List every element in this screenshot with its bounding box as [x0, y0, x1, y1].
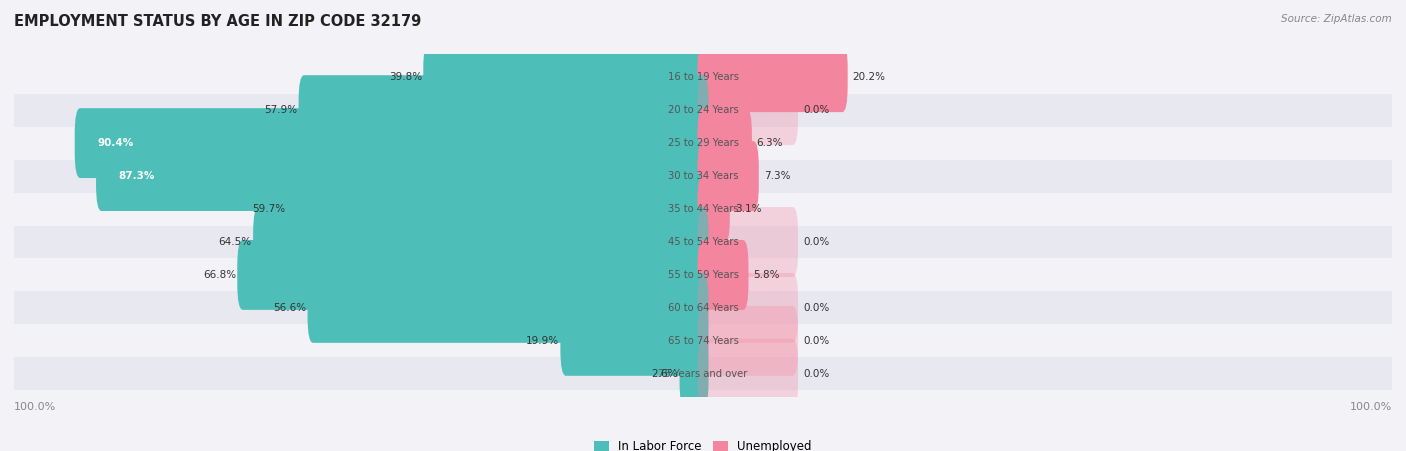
Text: 25 to 29 Years: 25 to 29 Years [668, 138, 738, 148]
Text: 55 to 59 Years: 55 to 59 Years [668, 270, 738, 280]
Text: 16 to 19 Years: 16 to 19 Years [668, 72, 738, 82]
Text: 0.0%: 0.0% [803, 369, 830, 379]
Text: 87.3%: 87.3% [118, 171, 155, 181]
Bar [14, 193, 1392, 226]
Text: 100.0%: 100.0% [1350, 402, 1392, 412]
Bar [14, 61, 1392, 94]
Bar [14, 94, 1392, 127]
FancyBboxPatch shape [697, 339, 799, 409]
FancyBboxPatch shape [238, 240, 709, 310]
Text: 5.8%: 5.8% [754, 270, 780, 280]
Text: 35 to 44 Years: 35 to 44 Years [668, 204, 738, 214]
Text: 2.6%: 2.6% [652, 369, 678, 379]
Text: 100.0%: 100.0% [14, 402, 56, 412]
FancyBboxPatch shape [697, 42, 848, 112]
Bar [14, 127, 1392, 160]
FancyBboxPatch shape [423, 42, 709, 112]
Text: 6.3%: 6.3% [756, 138, 783, 148]
Text: 64.5%: 64.5% [218, 237, 252, 247]
FancyBboxPatch shape [679, 339, 709, 409]
Text: 39.8%: 39.8% [389, 72, 422, 82]
Text: 66.8%: 66.8% [202, 270, 236, 280]
FancyBboxPatch shape [697, 108, 752, 178]
Bar [14, 258, 1392, 291]
Legend: In Labor Force, Unemployed: In Labor Force, Unemployed [595, 440, 811, 451]
Text: 0.0%: 0.0% [803, 303, 830, 313]
FancyBboxPatch shape [697, 75, 799, 145]
Text: 75 Years and over: 75 Years and over [658, 369, 748, 379]
FancyBboxPatch shape [697, 273, 799, 343]
Text: 0.0%: 0.0% [803, 105, 830, 115]
Text: 0.0%: 0.0% [803, 336, 830, 346]
Text: 30 to 34 Years: 30 to 34 Years [668, 171, 738, 181]
Text: 7.3%: 7.3% [763, 171, 790, 181]
Text: 56.6%: 56.6% [273, 303, 307, 313]
Bar [14, 160, 1392, 193]
Bar [14, 226, 1392, 258]
Bar [14, 291, 1392, 324]
Text: 3.1%: 3.1% [735, 204, 761, 214]
Bar [14, 357, 1392, 390]
Text: 65 to 74 Years: 65 to 74 Years [668, 336, 738, 346]
FancyBboxPatch shape [298, 75, 709, 145]
Text: EMPLOYMENT STATUS BY AGE IN ZIP CODE 32179: EMPLOYMENT STATUS BY AGE IN ZIP CODE 321… [14, 14, 422, 28]
FancyBboxPatch shape [96, 141, 709, 211]
FancyBboxPatch shape [697, 207, 799, 277]
Text: 90.4%: 90.4% [97, 138, 134, 148]
Text: 20 to 24 Years: 20 to 24 Years [668, 105, 738, 115]
FancyBboxPatch shape [697, 306, 799, 376]
Bar [14, 324, 1392, 357]
FancyBboxPatch shape [253, 207, 709, 277]
Text: 19.9%: 19.9% [526, 336, 560, 346]
Text: 45 to 54 Years: 45 to 54 Years [668, 237, 738, 247]
FancyBboxPatch shape [287, 174, 709, 244]
FancyBboxPatch shape [561, 306, 709, 376]
FancyBboxPatch shape [75, 108, 709, 178]
Text: Source: ZipAtlas.com: Source: ZipAtlas.com [1281, 14, 1392, 23]
FancyBboxPatch shape [308, 273, 709, 343]
FancyBboxPatch shape [697, 240, 748, 310]
Text: 59.7%: 59.7% [252, 204, 285, 214]
Text: 0.0%: 0.0% [803, 237, 830, 247]
FancyBboxPatch shape [697, 174, 730, 244]
Text: 57.9%: 57.9% [264, 105, 297, 115]
Text: 60 to 64 Years: 60 to 64 Years [668, 303, 738, 313]
FancyBboxPatch shape [697, 141, 759, 211]
Text: 20.2%: 20.2% [852, 72, 886, 82]
